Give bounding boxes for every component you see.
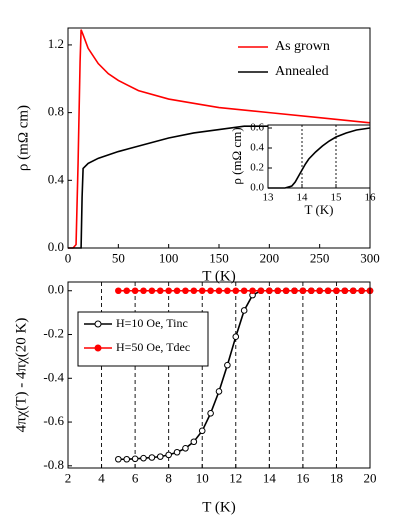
data-point	[115, 455, 122, 463]
data-point	[140, 454, 147, 462]
x-tick-label: 250	[310, 251, 330, 266]
data-point	[190, 438, 198, 446]
x-tick-label: 300	[360, 251, 380, 266]
data-point	[156, 453, 164, 460]
y-tick-label: -0.6	[43, 413, 64, 428]
y-axis-label: 4πχ(T) - 4πχ(20 K)	[13, 318, 29, 433]
data-point	[173, 448, 181, 456]
x-tick-label: 2	[65, 471, 72, 486]
data-point	[224, 287, 231, 295]
inset-background	[268, 125, 370, 188]
data-point	[215, 287, 223, 295]
x-tick-label: 20	[364, 471, 377, 486]
data-point	[173, 287, 181, 295]
data-point	[274, 287, 282, 295]
data-point	[131, 287, 139, 295]
data-point	[198, 287, 206, 295]
data-point	[207, 287, 214, 295]
data-line	[68, 29, 371, 249]
y-tick-label: 0.6	[250, 122, 264, 134]
data-point	[115, 287, 122, 295]
data-point	[198, 427, 206, 435]
data-point	[190, 287, 198, 295]
legend-marker	[94, 320, 102, 328]
data-point	[240, 287, 248, 295]
x-axis-label: T (K)	[304, 202, 333, 217]
data-point	[165, 451, 172, 459]
data-point	[232, 287, 240, 295]
data-point	[148, 454, 156, 461]
data-point	[123, 287, 131, 295]
x-axis-label: T (K)	[202, 268, 235, 284]
data-point	[299, 287, 307, 295]
x-tick-label: 14	[297, 191, 309, 203]
y-tick-label: -0.8	[43, 457, 64, 472]
x-tick-label: 100	[159, 251, 179, 266]
y-axis-label: ρ (mΩ cm)	[229, 127, 244, 184]
data-point	[140, 287, 147, 295]
data-point	[215, 388, 223, 395]
plot-frame	[267, 124, 371, 189]
data-point	[324, 287, 332, 295]
data-point	[358, 287, 365, 295]
data-point	[156, 287, 164, 295]
data-point	[232, 333, 240, 341]
data-point	[307, 287, 315, 295]
x-tick-label: 15	[331, 191, 343, 203]
x-tick-label: 14	[263, 471, 277, 486]
x-tick-label: 18	[330, 471, 343, 486]
x-tick-label: 13	[263, 191, 275, 203]
data-point	[165, 287, 172, 295]
x-tick-label: 50	[112, 251, 125, 266]
data-point	[148, 287, 156, 295]
legend-label: Annealed	[275, 64, 329, 79]
y-tick-label: 0.0	[48, 239, 64, 254]
legend-marker	[94, 344, 102, 352]
data-point	[249, 287, 256, 295]
data-point	[224, 361, 231, 369]
data-point	[341, 287, 349, 295]
legend-label: As grown	[275, 39, 330, 54]
legend-label: H=10 Oe, Tinc	[116, 316, 188, 330]
y-tick-label: 1.2	[48, 36, 64, 51]
x-tick-label: 8	[165, 471, 172, 486]
y-tick-label: -0.2	[43, 326, 64, 341]
data-point	[282, 287, 290, 295]
y-tick-label: 0.4	[48, 171, 65, 186]
data-point	[266, 287, 273, 295]
x-tick-label: 16	[365, 191, 377, 203]
y-tick-label: 0.4	[250, 142, 264, 154]
data-point	[291, 287, 298, 295]
y-tick-label: 0.2	[250, 162, 264, 174]
plot-frame	[67, 281, 371, 469]
x-tick-label: 12	[229, 471, 242, 486]
data-point	[257, 287, 265, 295]
x-axis-label: T (K)	[202, 499, 235, 515]
x-tick-label: 0	[65, 251, 72, 266]
data-point	[182, 445, 189, 452]
y-tick-label: -0.4	[43, 369, 64, 384]
x-tick-label: 16	[296, 471, 310, 486]
x-tick-label: 150	[209, 251, 229, 266]
legend-label: H=50 Oe, Tdec	[116, 340, 190, 354]
x-tick-label: 200	[260, 251, 280, 266]
data-point	[349, 287, 357, 295]
data-point	[333, 287, 340, 295]
data-point	[123, 455, 131, 463]
y-tick-label: 0.8	[48, 104, 64, 119]
data-point	[316, 287, 323, 295]
data-point	[182, 287, 189, 295]
y-tick-label: 0.0	[250, 182, 264, 194]
x-tick-label: 10	[196, 471, 209, 486]
x-tick-label: 6	[132, 471, 139, 486]
y-axis-label: ρ (mΩ cm)	[15, 105, 31, 171]
data-point	[207, 409, 214, 417]
data-point	[131, 455, 139, 463]
y-tick-label: 0.0	[48, 282, 64, 297]
data-point	[240, 307, 248, 314]
x-tick-label: 4	[98, 471, 105, 486]
data-line	[268, 127, 371, 189]
